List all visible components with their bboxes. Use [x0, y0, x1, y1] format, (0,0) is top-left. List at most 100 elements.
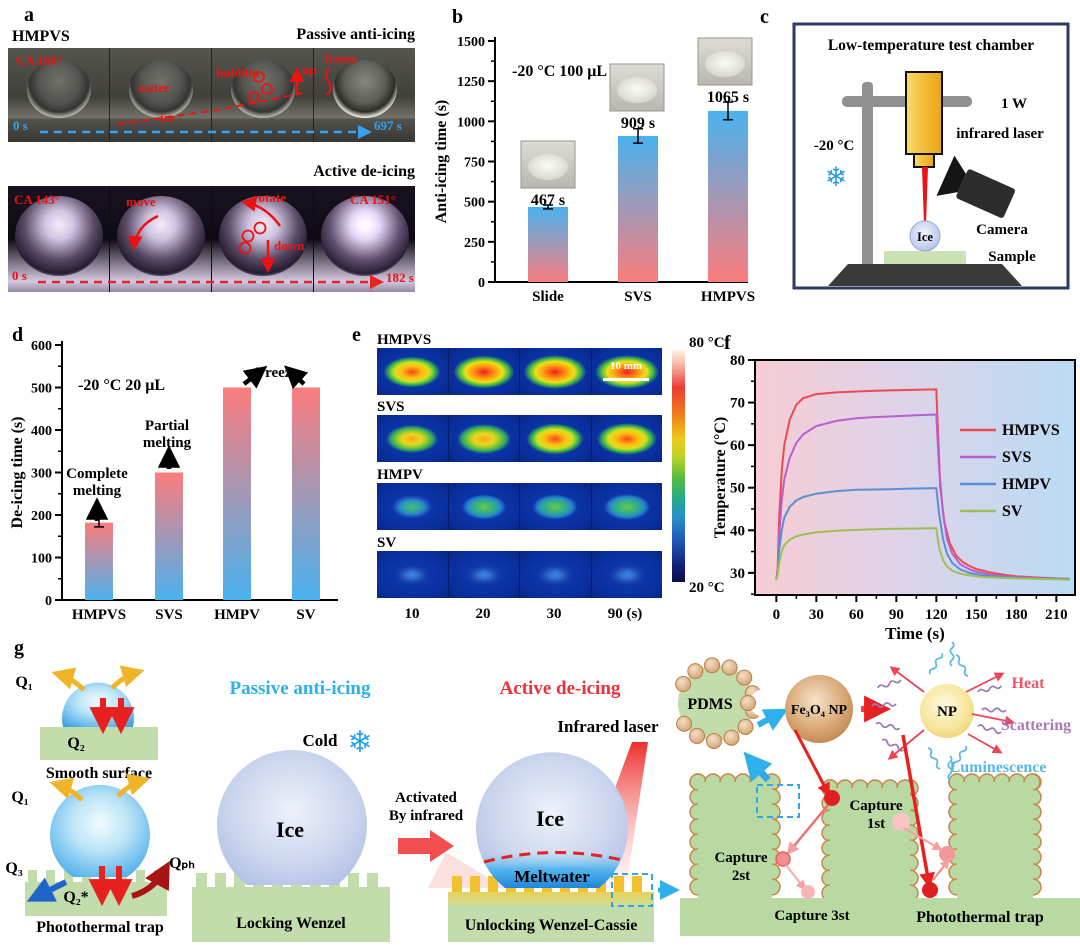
y-tick-label: 1000 — [457, 115, 485, 130]
q2-label: Q₂ — [67, 735, 84, 752]
hotspot — [466, 564, 502, 585]
scatter-ray — [903, 827, 943, 851]
hotspot — [456, 423, 511, 454]
water-droplet — [128, 60, 193, 118]
y-tick-label: 80 — [730, 353, 745, 369]
y-axis-title: Temperature (°C) — [712, 417, 729, 538]
timeline-arrowhead-icon — [370, 275, 384, 289]
hotspot — [532, 494, 578, 519]
bar-annotation: melting — [143, 435, 192, 451]
photo-frame — [8, 186, 109, 292]
smooth-surface-caption: Smooth surface — [46, 765, 152, 782]
thermal-frame — [591, 415, 662, 462]
hotspot — [392, 495, 433, 518]
bubble-circle — [253, 221, 267, 235]
down-label: down — [274, 238, 305, 253]
passive-annotation-overlay — [40, 67, 372, 139]
hotspot — [596, 422, 657, 455]
thermal-frame — [520, 415, 591, 462]
thermal-frame — [377, 415, 448, 462]
bar-SVS — [155, 472, 183, 600]
thermal-frame — [520, 483, 591, 530]
rotate-arrow — [241, 196, 282, 227]
infrared-laser-label: infrared laser — [956, 126, 1044, 142]
active-annotation-overlay — [38, 196, 384, 289]
photothermal-trap-caption: Photothermal trap — [36, 919, 164, 936]
contact-angle-start-label: CA 143° — [14, 192, 61, 207]
x-category-label: SV — [296, 607, 315, 623]
luminescence-label: Luminescence — [950, 759, 1047, 776]
thermal-row-label: SVS — [377, 399, 405, 415]
photothermal-trap-diagram: Q₁ Q₃ Q₂* Qₚₕ Photothermal trap — [5, 773, 195, 936]
q1-label: Q₁ — [15, 674, 32, 691]
legend-label: SV — [1002, 503, 1023, 520]
annotation-arrow — [242, 365, 268, 389]
q2-label: Q₂* — [63, 889, 88, 906]
ice-label: Ice — [536, 806, 564, 831]
reflected-ray — [785, 864, 806, 891]
bar-SV — [292, 387, 320, 600]
reflected-ray — [786, 804, 829, 855]
thermal-strip-SV — [377, 551, 662, 598]
scale-bar — [603, 378, 649, 381]
camera-icon — [936, 155, 1015, 218]
time-end-label: 697 s — [374, 118, 402, 133]
active-photo-strip: CA 143° move rotate down CA 151° 0 s 182… — [8, 186, 415, 292]
mechanism-diagram: g Q₁ Q₂ Smooth surface — [5, 637, 1080, 942]
annotation-arrow — [284, 365, 309, 389]
nanoparticle-mechanism: PDMS Fe₃O₄ NP NP Heat Scattering Lumines… — [675, 641, 1080, 936]
y-tick-label: 1250 — [457, 75, 485, 90]
laser-power-label: 1 W — [1001, 96, 1027, 112]
thermal-frame — [591, 551, 662, 598]
capture3-label: Capture 3st — [774, 908, 849, 924]
scattering-label: Scattering — [1001, 717, 1071, 734]
transition-arrowhead-icon — [430, 830, 454, 862]
series-HMPVS — [775, 388, 1070, 580]
bar-annotation: Partial — [145, 418, 189, 434]
thermal-frame — [520, 348, 591, 395]
active-de-icing-title: Active de-icing — [313, 163, 415, 180]
thermal-strip-HMPVS: 10 mm — [377, 348, 662, 395]
bar-value-label: 909 s — [621, 115, 655, 132]
x-tick-label: 60 — [849, 607, 864, 623]
water-droplet — [26, 60, 91, 118]
y-tick-label: 70 — [730, 396, 745, 412]
plot-background — [755, 360, 1075, 595]
time-tick-label: 10 — [404, 606, 420, 622]
panel-f-label: f — [724, 332, 731, 354]
hotspot — [526, 423, 584, 454]
capture2-label: Capture — [714, 850, 767, 866]
photo-frame — [314, 48, 415, 142]
micro-pillars — [689, 773, 1042, 902]
y-tick-label: 100 — [31, 552, 52, 567]
ice-front-line — [117, 91, 309, 125]
temperature-line-chart: 0 30 60 90 120 150 180 210 30 40 50 60 70 80 HMPVS SVS H… — [712, 353, 1076, 643]
y-tick-label: 60 — [730, 438, 745, 454]
pdms-bead — [740, 695, 756, 711]
unlocking-caption: Unlocking Wenzel-Cassie — [465, 917, 638, 934]
test-chamber-schematic: Low-temperature test chamber Ice 1 W inf… — [792, 22, 1070, 290]
infrared-laser-label: Infrared laser — [557, 717, 659, 736]
capture-dot-2 — [775, 851, 791, 867]
temperature-colorbar — [672, 350, 685, 582]
thermal-frame — [377, 483, 448, 530]
time-tick-label: 90 (s) — [607, 606, 643, 622]
y-tick-label: 600 — [31, 339, 52, 354]
y-axis-title: De-icing time (s) — [9, 417, 26, 529]
photo-frame — [314, 186, 415, 292]
timeline-arrowhead-icon — [358, 125, 372, 139]
y-tick-label: 40 — [730, 523, 745, 539]
snowflake-icon: ❄ — [825, 162, 848, 192]
x-tick-label: 150 — [965, 607, 988, 623]
panel-e-label: e — [352, 324, 361, 346]
y-tick-label: 50 — [730, 481, 745, 497]
series-SV — [775, 527, 1070, 581]
q1-heat-arrow — [49, 777, 84, 802]
zoom-box — [756, 784, 800, 818]
passive-photo-strip: CA 160° water ice bubbles up freeze 0 s … — [8, 48, 415, 142]
y-tick-label: 400 — [31, 424, 52, 439]
thermal-strip-SVS — [377, 415, 662, 462]
plot-frame — [754, 359, 1076, 596]
bubble-circle — [241, 229, 255, 243]
trap-ray — [901, 734, 935, 889]
